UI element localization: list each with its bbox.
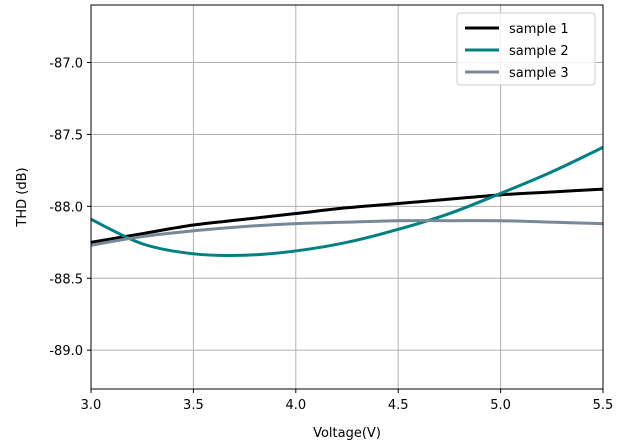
x-axis-title: Voltage(V)	[313, 426, 381, 441]
series-line-sample-1	[90, 187, 604, 244]
y-tick-label: -88.5	[49, 272, 83, 287]
x-tick-label: 5.0	[490, 398, 511, 413]
x-tick-label: 3.5	[183, 398, 204, 413]
x-tick-label: 3.0	[81, 398, 102, 413]
series-line-sample-3	[90, 219, 604, 247]
legend: sample 1 sample 2 sample 3	[456, 12, 596, 86]
x-tick-label: 4.0	[285, 398, 306, 413]
series-lines	[90, 146, 604, 258]
legend-label: sample 2	[509, 44, 569, 59]
y-tick-label: -89.0	[49, 344, 83, 359]
legend-box	[456, 12, 596, 86]
plot-frame	[90, 4, 604, 390]
y-tick-label: -87.0	[49, 57, 83, 72]
y-axis-title: THD (dB)	[15, 167, 30, 227]
y-axis: -87.0 -87.5 -88.0 -88.5 -89.0	[49, 57, 91, 359]
x-tick-label: 5.5	[593, 398, 614, 413]
y-tick-label: -88.0	[49, 200, 83, 215]
x-tick-label: 4.5	[388, 398, 409, 413]
legend-label: sample 1	[509, 22, 569, 37]
x-axis: 3.0 3.5 4.0 4.5 5.0 5.5	[81, 389, 614, 413]
series-line-sample-2	[90, 146, 604, 258]
legend-label: sample 3	[509, 66, 569, 81]
y-tick-label: -87.5	[49, 128, 83, 143]
